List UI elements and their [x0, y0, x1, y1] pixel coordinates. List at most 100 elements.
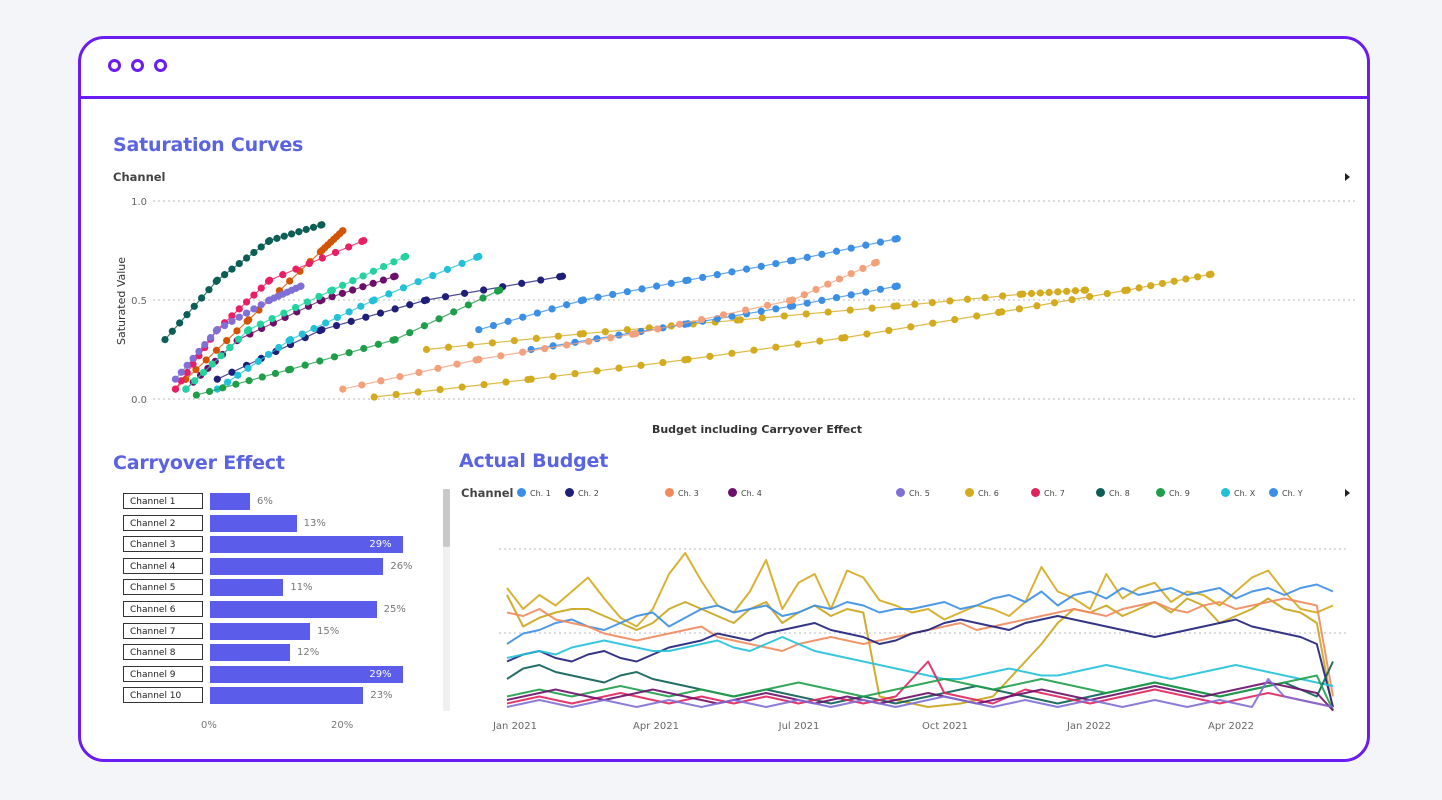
data-point — [1045, 288, 1053, 296]
legend-item[interactable]: Ch. 8 — [1096, 488, 1130, 498]
data-point — [205, 286, 213, 294]
data-point — [435, 315, 443, 323]
data-point — [257, 243, 265, 251]
bar[interactable] — [210, 687, 364, 705]
series-line — [506, 660, 1334, 708]
legend-item[interactable]: Ch. 7 — [1031, 488, 1065, 498]
x-tick-label: Apr 2021 — [633, 721, 679, 732]
legend-item[interactable]: Ch. 2 — [565, 488, 599, 498]
data-point — [198, 294, 206, 302]
data-point — [1068, 296, 1076, 304]
data-point — [554, 332, 562, 340]
data-point — [233, 327, 241, 335]
bar[interactable] — [210, 514, 297, 532]
legend-scroll-right-icon[interactable] — [1345, 173, 1350, 181]
data-point — [396, 373, 404, 381]
data-point — [601, 328, 609, 336]
window-dot-icon[interactable] — [131, 59, 144, 72]
data-point — [189, 360, 197, 368]
window-dot-icon[interactable] — [108, 59, 121, 72]
data-point — [302, 225, 310, 234]
window-dot-icon[interactable] — [154, 59, 167, 72]
data-point — [872, 258, 880, 266]
series-line — [506, 594, 1334, 711]
data-point — [450, 308, 458, 316]
data-point — [429, 272, 437, 280]
bar[interactable] — [210, 601, 377, 618]
data-point — [254, 357, 262, 365]
data-point — [496, 286, 504, 294]
y-tick-label: 0.5 — [131, 296, 147, 307]
legend-item[interactable]: Ch. 5 — [896, 488, 930, 498]
bar[interactable] — [210, 579, 284, 597]
legend-item[interactable]: Ch. 4 — [728, 488, 762, 498]
scrollbar-track[interactable] — [443, 489, 450, 711]
data-point — [436, 385, 444, 394]
legend-dot-icon — [896, 488, 905, 497]
data-point — [563, 341, 571, 349]
data-point — [330, 353, 339, 361]
data-point — [287, 230, 296, 238]
data-point — [772, 343, 780, 351]
bar-value-label: 11% — [290, 582, 313, 594]
bar[interactable] — [210, 622, 310, 640]
data-point — [533, 309, 541, 317]
data-point — [223, 336, 231, 345]
data-point — [286, 336, 295, 344]
data-point — [772, 259, 780, 268]
data-point — [245, 316, 253, 324]
data-point — [824, 280, 832, 288]
bar[interactable] — [210, 644, 290, 662]
data-point — [794, 340, 802, 348]
data-point — [1086, 293, 1094, 301]
data-point — [266, 237, 274, 245]
data-point — [719, 311, 728, 319]
data-point — [235, 335, 243, 343]
scrollbar-thumb[interactable] — [443, 489, 450, 547]
y-tick-label: 1.0 — [131, 197, 147, 208]
data-point — [369, 279, 377, 287]
data-point — [585, 337, 593, 345]
data-point — [401, 252, 410, 261]
data-point — [1135, 284, 1143, 292]
data-point — [191, 377, 199, 385]
data-point — [392, 390, 400, 399]
data-point — [623, 288, 631, 296]
data-point — [713, 271, 721, 279]
data-point — [414, 278, 422, 286]
bar[interactable] — [210, 557, 384, 575]
legend-dot-icon — [565, 488, 574, 497]
data-point — [275, 343, 283, 352]
x-tick-label: Apr 2022 — [1208, 721, 1254, 732]
data-point — [183, 361, 191, 369]
legend-dot-icon — [1156, 488, 1165, 497]
legend-item[interactable]: Ch. X — [1221, 488, 1255, 498]
bar[interactable] — [210, 493, 250, 510]
legend-item[interactable]: Ch. 3 — [665, 488, 699, 498]
data-point — [192, 391, 200, 399]
legend-item[interactable]: Ch. Y — [1269, 488, 1303, 498]
data-point — [331, 248, 340, 257]
data-point — [741, 306, 750, 314]
legend-scroll-right-icon[interactable] — [1345, 489, 1350, 497]
data-point — [310, 324, 318, 333]
series-line — [506, 678, 1334, 708]
data-point — [527, 375, 535, 383]
data-point — [868, 304, 876, 312]
data-point — [266, 276, 274, 284]
data-point — [1071, 287, 1080, 295]
legend-item[interactable]: Ch. 1 — [517, 488, 551, 498]
budget-legend: Ch. 1 Ch. 2 Ch. 3 Ch. 4 Ch. 5 Ch. 6 Ch. 7 Ch. 8… — [81, 488, 1367, 502]
x-tick-label: Jan 2022 — [1066, 721, 1111, 732]
window-titlebar — [81, 39, 1367, 99]
data-point — [316, 357, 324, 365]
bar[interactable] — [210, 665, 404, 683]
bar[interactable] — [210, 536, 404, 554]
data-point — [654, 325, 662, 333]
data-point — [558, 272, 567, 280]
data-point — [362, 313, 370, 321]
legend-item[interactable]: Ch. 9 — [1156, 488, 1190, 498]
legend-item[interactable]: Ch. 6 — [965, 488, 999, 498]
data-point — [301, 361, 309, 369]
data-point — [406, 329, 414, 337]
